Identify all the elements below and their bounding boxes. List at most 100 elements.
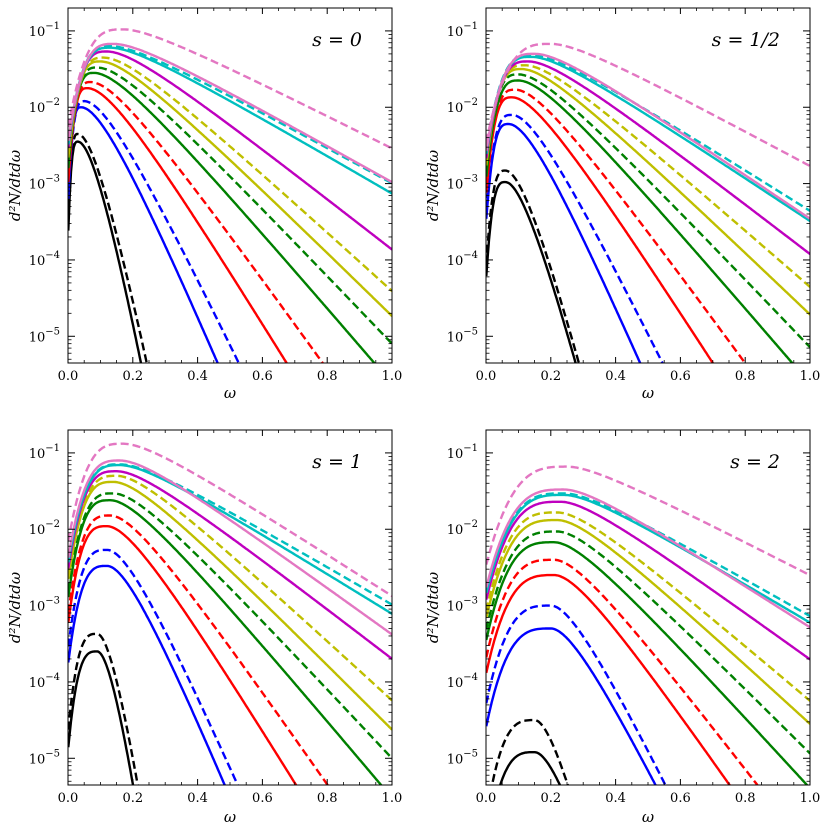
x-tick-label: 0.6 bbox=[252, 791, 273, 806]
y-tick-label: 10−2 bbox=[447, 519, 478, 538]
series-line-pink-solid bbox=[68, 42, 392, 184]
y-tick-label: 10−5 bbox=[447, 326, 478, 345]
panel-title: s = 1 bbox=[312, 451, 362, 473]
x-tick-label: 0.8 bbox=[317, 369, 338, 384]
panel-title: s = 0 bbox=[312, 29, 362, 51]
series-line-yellow-solid bbox=[68, 60, 392, 317]
y-axis-label: d²N/dtdω bbox=[424, 572, 442, 643]
x-tick-label: 0.4 bbox=[187, 369, 208, 384]
y-tick-label: 10−3 bbox=[447, 174, 478, 193]
series-line-red-dashed bbox=[68, 80, 325, 363]
y-tick-label: 10−2 bbox=[447, 97, 478, 116]
series-line-yellow-solid bbox=[68, 480, 392, 731]
series-line-black-solid bbox=[498, 751, 562, 785]
series-line-cyan-dashed bbox=[68, 45, 392, 185]
series-line-black-solid bbox=[486, 180, 577, 363]
series-group bbox=[486, 465, 810, 785]
series-line-green-solid bbox=[68, 71, 376, 363]
series-group bbox=[68, 442, 392, 785]
series-line-blue-dashed bbox=[486, 604, 667, 785]
x-tick-label: 0.6 bbox=[670, 791, 691, 806]
x-tick-label: 0.4 bbox=[605, 369, 626, 384]
y-tick-label: 10−1 bbox=[29, 443, 60, 462]
series-line-pink-dashed bbox=[68, 28, 392, 150]
y-axis-label: d²N/dtdω bbox=[6, 150, 24, 221]
x-tick-label: 0.6 bbox=[252, 369, 273, 384]
series-line-cyan-solid bbox=[68, 46, 392, 195]
series-line-black-solid bbox=[68, 650, 135, 785]
y-tick-label: 10−3 bbox=[447, 596, 478, 615]
series-line-blue-dashed bbox=[486, 113, 664, 363]
x-tick-label: 1.0 bbox=[800, 369, 821, 384]
x-tick-label: 0.2 bbox=[540, 369, 561, 384]
x-axis-label: ω bbox=[224, 384, 236, 402]
x-tick-label: 1.0 bbox=[382, 369, 403, 384]
y-tick-label: 10−5 bbox=[29, 748, 60, 767]
series-line-cyan-solid bbox=[486, 493, 810, 624]
series-line-blue-solid bbox=[68, 106, 219, 363]
series-line-green-solid bbox=[486, 79, 794, 363]
x-tick-label: 0.8 bbox=[735, 369, 756, 384]
series-line-green-dashed bbox=[68, 492, 392, 760]
x-tick-label: 0.4 bbox=[187, 791, 208, 806]
series-line-red-dashed bbox=[68, 514, 330, 785]
series-line-green-dashed bbox=[68, 66, 392, 345]
series-line-yellow-dashed bbox=[68, 56, 392, 292]
series-line-blue-solid bbox=[486, 627, 657, 785]
series-line-red-dashed bbox=[486, 558, 759, 785]
y-tick-label: 10−4 bbox=[447, 250, 478, 269]
x-tick-label: 0.2 bbox=[122, 369, 143, 384]
series-line-pink-solid bbox=[68, 459, 392, 636]
x-tick-label: 0.0 bbox=[476, 791, 497, 806]
x-tick-label: 0.0 bbox=[58, 791, 79, 806]
y-tick-label: 10−1 bbox=[447, 443, 478, 462]
series-group bbox=[486, 42, 810, 363]
series-line-blue-solid bbox=[68, 564, 227, 785]
series-line-pink-solid bbox=[486, 488, 810, 629]
panel-4: 0.0 0.2 0.4 0.6 0.8 1.0 10−1 10−2 10−3 10−4 10−5 ω d… bbox=[424, 429, 821, 826]
series-group bbox=[68, 28, 392, 363]
series-line-yellow-solid bbox=[486, 518, 810, 725]
series-line-black-dashed bbox=[68, 132, 148, 363]
series-line-pink-solid bbox=[486, 52, 810, 220]
series-line-red-solid bbox=[486, 96, 715, 363]
series-line-magenta-solid bbox=[68, 470, 392, 660]
series-line-magenta-solid bbox=[486, 60, 810, 256]
x-axis-label: ω bbox=[642, 384, 654, 402]
y-tick-label: 10−2 bbox=[29, 97, 60, 116]
series-line-blue-solid bbox=[486, 122, 642, 363]
y-axis-label: d²N/dtdω bbox=[6, 572, 24, 643]
y-tick-label: 10−4 bbox=[447, 672, 478, 691]
series-line-red-solid bbox=[486, 573, 732, 785]
series-line-black-dashed bbox=[68, 632, 139, 785]
y-tick-label: 10−4 bbox=[29, 672, 60, 691]
series-line-black-solid bbox=[68, 140, 143, 363]
series-line-green-solid bbox=[486, 541, 809, 785]
x-tick-label: 0.2 bbox=[122, 791, 143, 806]
series-line-pink-dashed bbox=[486, 465, 810, 577]
series-line-green-solid bbox=[68, 499, 383, 785]
x-tick-label: 1.0 bbox=[382, 791, 403, 806]
y-tick-label: 10−4 bbox=[29, 250, 60, 269]
series-line-red-dashed bbox=[486, 88, 747, 363]
y-tick-label: 10−1 bbox=[29, 21, 60, 40]
series-line-blue-dashed bbox=[68, 99, 241, 363]
series-line-green-dashed bbox=[486, 73, 810, 349]
x-tick-label: 1.0 bbox=[800, 791, 821, 806]
series-line-red-solid bbox=[68, 87, 289, 363]
y-tick-label: 10−2 bbox=[29, 519, 60, 538]
series-line-cyan-solid bbox=[68, 463, 392, 615]
panel-3: 0.0 0.2 0.4 0.6 0.8 1.0 10−1 10−2 10−3 10−4 10−5 ω d… bbox=[6, 429, 403, 826]
x-tick-label: 0.0 bbox=[58, 369, 79, 384]
series-line-magenta-solid bbox=[68, 50, 392, 251]
series-line-magenta-solid bbox=[486, 500, 810, 661]
panel-1: 0.0 0.2 0.4 0.6 0.8 1.0 10−1 10−2 10−3 10−4 10−5 ω d… bbox=[6, 7, 403, 402]
series-line-cyan-solid bbox=[486, 55, 810, 223]
y-tick-label: 10−5 bbox=[447, 748, 478, 767]
x-tick-label: 0.4 bbox=[605, 791, 626, 806]
panel-2: 0.0 0.2 0.4 0.6 0.8 1.0 10−1 10−2 10−3 10−4 10−5 ω d… bbox=[424, 7, 821, 402]
panel-title: s = 2 bbox=[730, 451, 780, 473]
panel-title: s = 1/2 bbox=[712, 29, 780, 51]
y-tick-label: 10−3 bbox=[29, 596, 60, 615]
